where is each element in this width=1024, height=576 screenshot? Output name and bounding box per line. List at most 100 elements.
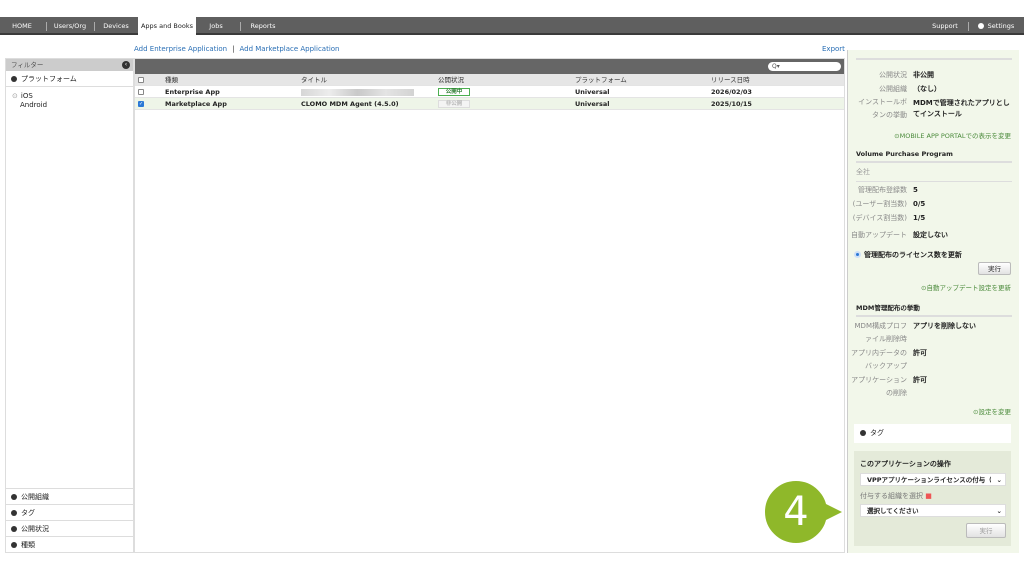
tab-apps-and-books[interactable]: Apps and Books: [138, 17, 196, 36]
filter-label: 公開状況: [21, 525, 49, 533]
update-license-radio[interactable]: 管理配布のライセンス数を更新: [854, 250, 962, 260]
info-label: 公開組織: [879, 85, 907, 93]
platform-ios-label: iOS: [20, 92, 33, 100]
collapse-icon[interactable]: ‹: [122, 61, 130, 69]
mdm-label: アプリケーションの削除: [851, 376, 907, 397]
callout-arrow: [826, 504, 842, 520]
platform-option-android[interactable]: Android: [20, 101, 48, 109]
filter-type[interactable]: 種類: [6, 536, 133, 552]
export-link[interactable]: Export: [822, 45, 845, 53]
radio-icon: [854, 251, 861, 258]
tab-home[interactable]: HOME: [12, 22, 32, 30]
mdm-value: 許可: [913, 376, 927, 384]
cell-date: 2025/10/15: [711, 100, 752, 108]
app-table: Q▾ 種類 タイトル 公開状況 プラットフォーム リリース日時 Enterpri…: [134, 58, 845, 553]
table-header: 種類 タイトル 公開状況 プラットフォーム リリース日時: [135, 74, 844, 86]
platform-option-ios[interactable]: ⊙ iOS: [12, 92, 133, 101]
detail-panel: 公開状況 非公開 公開組織 （なし） インストールボタンの挙動 MDMで管理され…: [847, 50, 1019, 553]
chevron-down-icon: ⌄: [996, 507, 1002, 515]
mdm-label: アプリ内データのバックアップ: [851, 349, 907, 370]
search-input[interactable]: Q▾: [768, 62, 841, 71]
cell-type: Enterprise App: [165, 88, 220, 96]
cell-platform: Universal: [575, 88, 610, 96]
table-row[interactable]: ✓ Marketplace App CLOMO MDM Agent (4.5.0…: [135, 98, 844, 110]
header-title[interactable]: タイトル: [301, 76, 327, 84]
filter-platform[interactable]: プラットフォーム: [6, 71, 133, 87]
vpp-scope: 全社: [856, 167, 1012, 182]
divider: [968, 22, 969, 31]
toggle-icon: [11, 526, 17, 532]
support-link[interactable]: Support: [932, 22, 958, 30]
divider: [46, 22, 47, 31]
filter-bottom-list: 公開組織 タグ 公開状況 種類: [6, 488, 133, 552]
toggle-icon: [11, 510, 17, 516]
filter-platform-label: プラットフォーム: [21, 75, 77, 83]
org-label: 付与する組織を選択 ■: [860, 491, 932, 501]
radio-icon: ⊙: [12, 92, 18, 100]
gear-icon: [977, 23, 984, 29]
select-all-checkbox[interactable]: [138, 77, 144, 83]
header-release-date[interactable]: リリース日時: [711, 76, 750, 84]
org-select[interactable]: 選択してください ⌄: [860, 504, 1006, 517]
required-icon: ■: [925, 492, 932, 500]
run-button[interactable]: 実行: [978, 262, 1011, 275]
status-badge: 公開中: [438, 88, 470, 96]
step-callout: 4: [762, 478, 830, 546]
filter-title: フィルター: [11, 61, 44, 69]
row-checkbox[interactable]: [138, 89, 144, 95]
toggle-icon: [860, 430, 866, 436]
vpp-value: 1/5: [913, 214, 926, 222]
info-value: MDMで管理されたアプリとしてインストール: [913, 99, 1010, 118]
divider: [240, 22, 241, 31]
tab-reports[interactable]: Reports: [250, 22, 276, 30]
link-separator: |: [232, 45, 235, 53]
info-label: インストールボタンの挙動: [858, 98, 907, 119]
radio-label: 管理配布のライセンス数を更新: [864, 251, 962, 259]
blurred-title: [301, 89, 414, 96]
vpp-value: 5: [913, 186, 918, 194]
tag-label: タグ: [870, 429, 884, 437]
vpp-label: 自動アップデート: [851, 231, 907, 239]
cell-platform: Universal: [575, 100, 610, 108]
portal-link-label: MOBILE APP PORTALでの表示を変更: [899, 132, 1011, 140]
row-checkbox[interactable]: ✓: [138, 101, 144, 107]
auto-update-link-label: 自動アップデート設定を更新: [926, 284, 1012, 292]
settings-change-link[interactable]: ⊙設定を変更: [973, 408, 1012, 416]
tab-users-org[interactable]: Users/Org: [53, 22, 87, 30]
portal-link[interactable]: ⊙MOBILE APP PORTALでの表示を変更: [894, 132, 1011, 140]
mdm-value: アプリを削除しない: [913, 322, 976, 330]
filter-label: タグ: [21, 509, 35, 517]
filter-sidebar: フィルター ‹ プラットフォーム ⊙ iOS Android 公開組織 タグ 公開状…: [5, 58, 134, 553]
search-icon: Q▾: [772, 63, 780, 70]
tag-section[interactable]: タグ: [854, 424, 1011, 443]
cell-date: 2026/02/03: [711, 88, 752, 96]
filter-tag[interactable]: タグ: [6, 504, 133, 520]
tab-devices[interactable]: Devices: [103, 22, 129, 30]
operation-select-value: VPPアプリケーションライセンスの付与（法: [867, 476, 991, 484]
filter-label: 公開組織: [21, 493, 49, 501]
header-platform[interactable]: プラットフォーム: [575, 76, 627, 84]
add-enterprise-application-link[interactable]: Add Enterprise Application: [134, 45, 228, 53]
filter-status[interactable]: 公開状況: [6, 520, 133, 536]
cell-type: Marketplace App: [165, 100, 227, 108]
mdm-value: 許可: [913, 349, 927, 357]
info-label: 公開状況: [879, 71, 907, 79]
add-marketplace-application-link[interactable]: Add Marketplace Application: [239, 45, 340, 53]
org-select-value: 選択してください: [867, 507, 919, 515]
settings-label: Settings: [987, 22, 1015, 30]
table-row[interactable]: Enterprise App 公開中 Universal 2026/02/03: [135, 86, 844, 98]
settings-change-label: 設定を変更: [978, 408, 1012, 416]
operation-select[interactable]: VPPアプリケーションライセンスの付与（法 ⌄: [860, 473, 1006, 486]
filter-public-org[interactable]: 公開組織: [6, 488, 133, 504]
operation-run-button[interactable]: 実行: [966, 523, 1006, 538]
vpp-value: 0/5: [913, 200, 926, 208]
header-type[interactable]: 種類: [165, 76, 178, 84]
vpp-title: Volume Purchase Program: [856, 150, 1012, 163]
vpp-label: (ユーザー割当数): [852, 200, 907, 208]
tab-jobs[interactable]: Jobs: [209, 22, 223, 30]
table-toolbar: Q▾: [135, 59, 844, 74]
settings-link[interactable]: Settings: [972, 17, 1020, 35]
auto-update-link[interactable]: ⊙自動アップデート設定を更新: [921, 284, 1012, 292]
header-status[interactable]: 公開状況: [438, 76, 464, 84]
org-label-text: 付与する組織を選択: [860, 492, 923, 500]
